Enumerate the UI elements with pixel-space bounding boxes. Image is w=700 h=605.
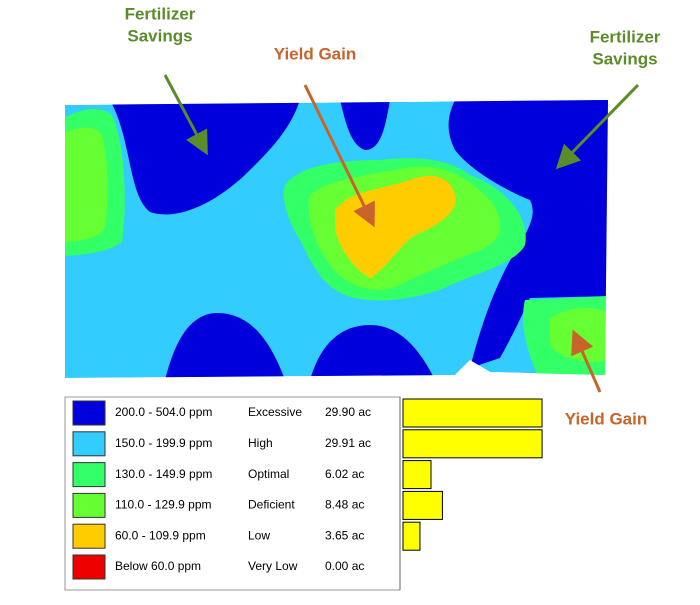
field-map xyxy=(65,100,608,378)
class: Excessive xyxy=(248,405,302,419)
acres: 29.91 ac xyxy=(325,436,371,450)
annotation: Fertilizer xyxy=(125,4,196,23)
acres: 29.90 ac xyxy=(325,405,371,419)
bar xyxy=(402,490,443,520)
annotation: Yield Gain xyxy=(565,409,648,428)
range: 200.0 - 504.0 ppm xyxy=(115,405,212,419)
class: Deficient xyxy=(248,498,295,512)
class: High xyxy=(248,436,273,450)
acres: 0.00 ac xyxy=(325,559,364,573)
arrow xyxy=(163,74,208,156)
arrow xyxy=(571,329,602,393)
annotation: Savings xyxy=(592,49,657,68)
range: 130.0 - 149.9 ppm xyxy=(115,467,212,481)
swatch xyxy=(72,523,106,549)
arrow xyxy=(555,83,640,170)
swatch xyxy=(72,431,106,457)
arrow xyxy=(303,84,375,228)
bar xyxy=(402,521,421,551)
acres: 8.48 ac xyxy=(325,498,364,512)
legend-box xyxy=(64,396,401,591)
class: Optimal xyxy=(248,467,289,481)
annotation: Savings xyxy=(127,26,192,45)
range: 150.0 - 199.9 ppm xyxy=(115,436,212,450)
bar xyxy=(402,429,543,459)
bar xyxy=(402,398,543,428)
swatch xyxy=(72,400,106,426)
annotation: Yield Gain xyxy=(274,44,357,63)
class: Very Low xyxy=(248,559,298,573)
range: 110.0 - 129.9 ppm xyxy=(115,498,212,512)
annotations: Fertilizer Savings Yield Gain Fertilizer Sav… xyxy=(125,4,661,428)
swatch xyxy=(72,462,106,488)
class: Low xyxy=(248,528,270,542)
annotation: Fertilizer xyxy=(590,27,661,46)
range: Below 60.0 ppm xyxy=(115,559,201,573)
swatch xyxy=(72,554,106,580)
swatch xyxy=(72,492,106,518)
acres: 6.02 ac xyxy=(325,467,364,481)
legend: 200.0 - 504.0 ppm Excessive 29.90 ac 150.0 … xyxy=(72,398,543,580)
bar xyxy=(402,460,432,490)
range: 60.0 - 109.9 ppm xyxy=(115,528,206,542)
acres: 3.65 ac xyxy=(325,528,364,542)
